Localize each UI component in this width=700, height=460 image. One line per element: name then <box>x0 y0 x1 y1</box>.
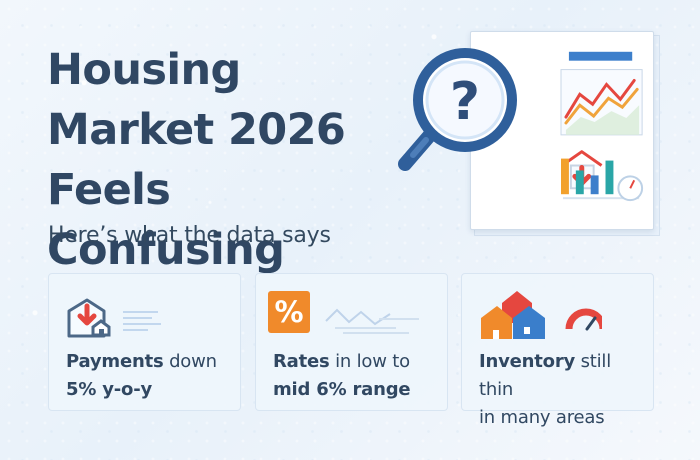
rates-card-text: Rates in low to mid 6% range <box>273 348 437 404</box>
report-bar-1 <box>561 158 569 195</box>
percent-icon: % <box>268 291 310 333</box>
rates-label: Rates <box>273 351 330 372</box>
payments-card: Payments down 5% y-o-y <box>48 273 241 411</box>
house-down-arrow-icon <box>67 298 161 338</box>
page-title: Housing Market 2026 Feels Confusing <box>47 45 346 275</box>
inventory-detail-line2: in many areas <box>479 407 605 428</box>
report-gauge-needle <box>629 179 636 189</box>
inventory-card-text: Inventory still thin in many areas <box>479 348 643 432</box>
magnifier-icon: ? <box>398 48 517 171</box>
page-subtitle: Here’s what the data says <box>48 223 331 248</box>
report-bar-2 <box>575 170 584 195</box>
report-baseline <box>562 197 640 200</box>
report-header-bar <box>568 51 633 61</box>
report-bar-3 <box>590 175 599 195</box>
magnifier-illustration: ? <box>397 47 542 192</box>
rates-detail-line2: mid 6% range <box>273 379 411 400</box>
report-area-green <box>565 105 640 135</box>
houses-gauge-icon <box>481 291 602 339</box>
report-drawing <box>560 51 644 202</box>
rates-detail-line1: in low to <box>329 351 410 372</box>
report-line-orange <box>564 87 639 125</box>
question-mark-glyph: ? <box>450 72 480 132</box>
report-line-red <box>564 78 636 119</box>
rates-card: % Rates in low to mid 6% range <box>255 273 448 411</box>
report-bar-4 <box>605 160 614 195</box>
inventory-card: Inventory still thin in many areas <box>461 273 654 428</box>
payments-label: Payments <box>66 351 164 372</box>
inventory-label: Inventory <box>479 351 576 372</box>
rates-line-chart-icon <box>325 308 419 334</box>
payments-detail-line1: down <box>163 351 217 372</box>
payments-detail-line2: 5% y-o-y <box>66 379 153 400</box>
payments-card-text: Payments down 5% y-o-y <box>66 348 230 404</box>
inventory-detail-line1: still thin <box>479 351 612 400</box>
